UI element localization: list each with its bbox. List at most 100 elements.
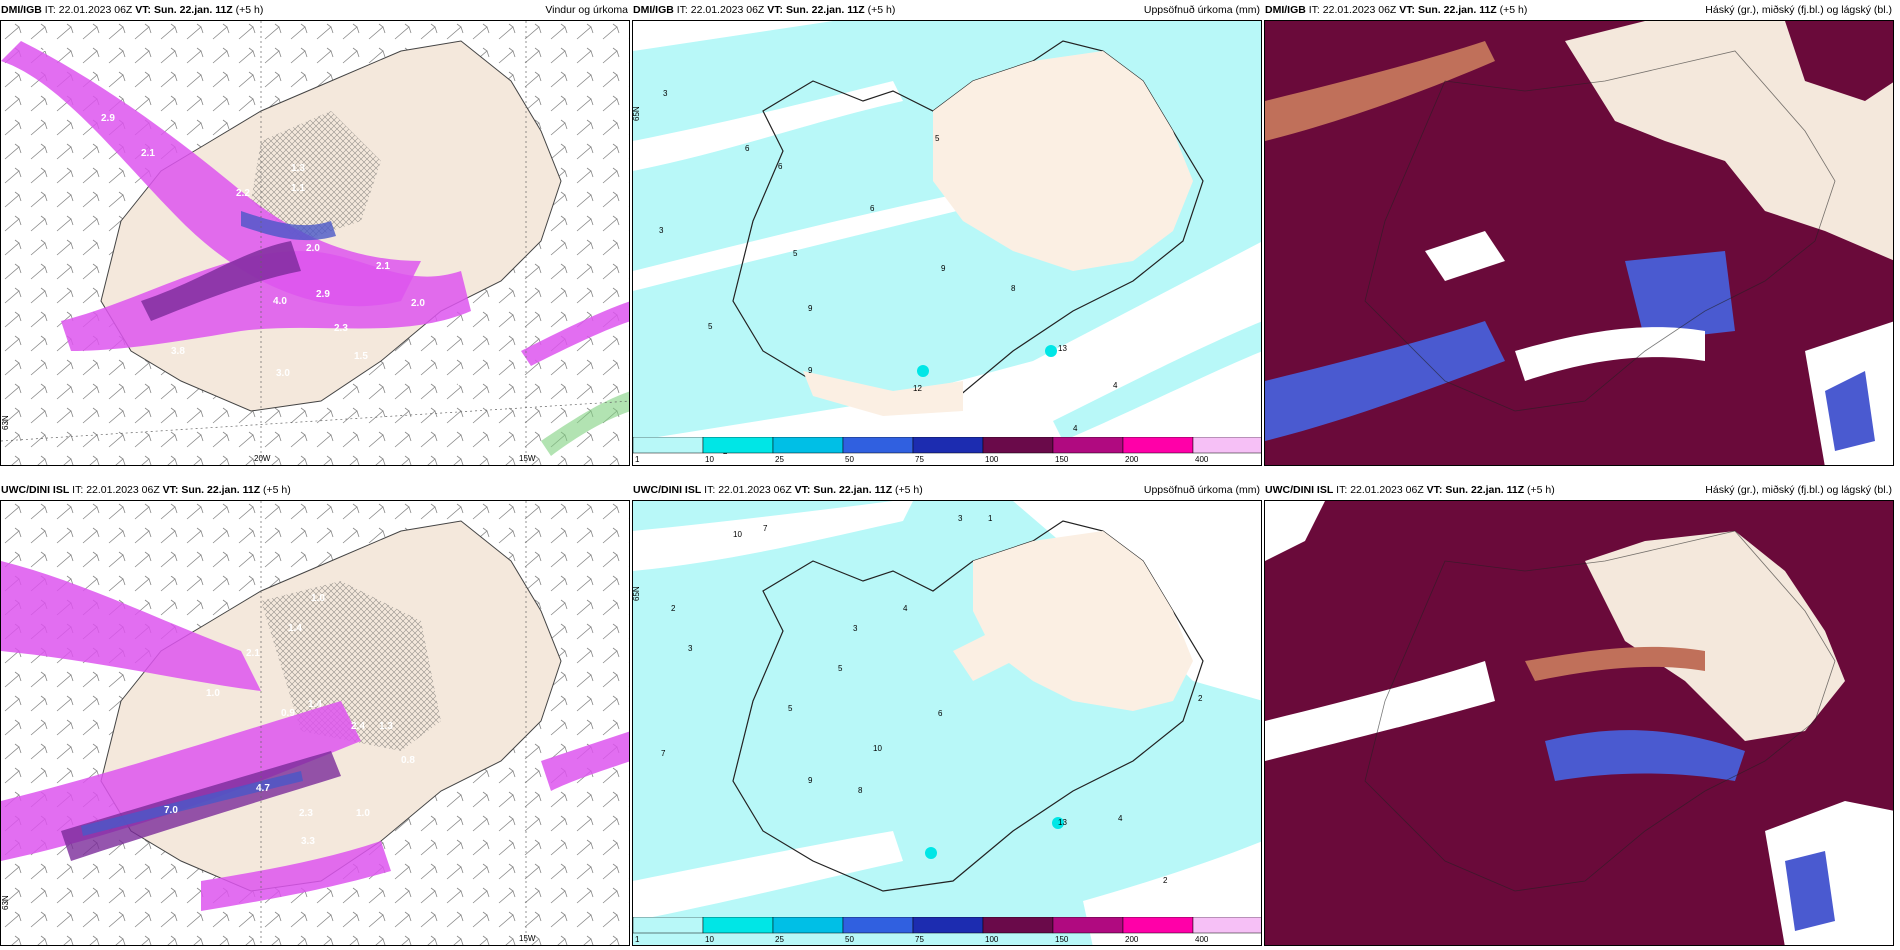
- precip-value: 1.3: [161, 568, 175, 579]
- precip-amount: 5: [708, 322, 713, 331]
- panel-precip-dmi: DMI/IGB IT: 22.01.2023 06Z VT: Sun. 22.j…: [632, 0, 1262, 468]
- colorbar-tick-label: 100: [985, 935, 999, 943]
- precip-amount: 5: [793, 249, 798, 258]
- colorbar-swatch: [982, 917, 1054, 934]
- cloud-cover-map[interactable]: [1264, 20, 1894, 466]
- precip-value: 2.2: [236, 188, 250, 199]
- precip-value: 2.1: [376, 261, 390, 272]
- precip-value: 4.0: [273, 296, 287, 307]
- precip-value: 1.4: [288, 623, 302, 634]
- colorbar-swatch: [633, 437, 704, 454]
- model-name: DMI/IGB: [1265, 4, 1306, 16]
- panel-header: UWC/DINI ISL IT: 22.01.2023 06Z VT: Sun.…: [633, 484, 1260, 496]
- panel-title: Háský (gr.), miðský (fj.bl.) og lágský (…: [1705, 4, 1892, 16]
- colorbar: 1 10 25 50 75 100 150 200 400: [633, 437, 1261, 463]
- precip-amount: 4: [1118, 814, 1123, 823]
- precip-amount: 13: [1058, 818, 1067, 827]
- precip-amount: 9: [808, 366, 813, 375]
- lat-label: 63N: [1, 415, 10, 430]
- init-time: 22.01.2023 06Z: [690, 4, 765, 16]
- precip-value: 2.0: [411, 298, 425, 309]
- panel-header: DMI/IGB IT: 22.01.2023 06Z VT: Sun. 22.j…: [1, 4, 628, 16]
- colorbar-tick-label: 200: [1125, 455, 1139, 463]
- colorbar: 1 10 25 50 75 100 150 200 400: [633, 917, 1261, 943]
- precip-amount: 10: [873, 744, 882, 753]
- panel-header: UWC/DINI ISL IT: 22.01.2023 06Z VT: Sun.…: [1, 484, 291, 496]
- colorbar-swatch: [772, 917, 844, 934]
- precip-value: 1.0: [311, 593, 325, 604]
- precip-value: 2.1: [246, 648, 260, 659]
- colorbar-tick-label: 150: [1055, 935, 1069, 943]
- init-time: 22.01.2023 06Z: [58, 4, 133, 16]
- precip-value: 1.0: [356, 808, 370, 819]
- precip-amount: 3: [688, 644, 693, 653]
- lead-time: (+5 h): [235, 4, 264, 16]
- valid-time: Sun. 22.jan. 11Z: [1417, 4, 1497, 16]
- panel-precip-uwc: UWC/DINI ISL IT: 22.01.2023 06Z VT: Sun.…: [632, 480, 1262, 948]
- precip-value: 1.4: [308, 699, 322, 710]
- precip-value: 1.1: [291, 183, 305, 194]
- colorbar-swatch: [1122, 917, 1194, 934]
- cloud-cover-map[interactable]: [1264, 500, 1894, 946]
- init-time: 22.01.2023 06Z: [718, 484, 792, 496]
- precip-amount: 10: [733, 530, 742, 539]
- colorbar-tick-label: 10: [705, 935, 714, 943]
- precip-amount: 6: [778, 162, 783, 171]
- precip-amount: 2: [1198, 694, 1203, 703]
- lead-time: (+5 h): [263, 484, 291, 496]
- lat-label: 65N: [633, 586, 641, 601]
- init-time: 22.01.2023 06Z: [1350, 484, 1424, 496]
- colorbar-swatch: [912, 437, 984, 454]
- colorbar-tick-label: 200: [1125, 935, 1139, 943]
- lat-label: 65N: [633, 106, 641, 121]
- colorbar-tick-label: 1: [635, 935, 640, 943]
- precip-value: 1.3: [291, 163, 305, 174]
- precip-amount: 9: [808, 776, 813, 785]
- precip-amount: 4: [1113, 381, 1118, 390]
- panel-wind-uwc: UWC/DINI ISL IT: 22.01.2023 06Z VT: Sun.…: [0, 480, 630, 948]
- precip-value: 2.9: [101, 113, 115, 124]
- model-name: DMI/IGB: [1, 4, 42, 16]
- colorbar-tick-label: 50: [845, 935, 854, 943]
- precip-value: 2.1: [141, 148, 155, 159]
- precip-value: 3.0: [276, 368, 290, 379]
- precip-value: 1.3: [379, 721, 393, 732]
- accumulated-precip-map[interactable]: 3 6 6 5 6 3 5 9 9 8 5 9 12 13 4 4 2 65N …: [632, 20, 1262, 466]
- valid-time: Sun. 22.jan. 11Z: [785, 4, 865, 16]
- accumulated-precip-map[interactable]: 10 7 3 1 2 3 4 3 5 6 7 8 10 5 9 2 4 13 2…: [632, 500, 1262, 946]
- precip-amount: 4: [903, 604, 908, 613]
- precip-amount: 8: [1011, 284, 1016, 293]
- precip-value: 7.0: [164, 805, 178, 816]
- lat-label: 63N: [1, 895, 10, 910]
- wind-precip-map[interactable]: 1.0 2.9 2.1 1.3 2.2 1.1 2.0 2.1 4.0 2.9 …: [0, 20, 630, 466]
- colorbar-swatch: [1052, 917, 1124, 934]
- precip-value: 1.5: [354, 351, 368, 362]
- wind-precip-map[interactable]: 1.3 1.0 2.1 1.4 1.0 0.9 1.4 2.4 1.3 0.8 …: [0, 500, 630, 946]
- colorbar-swatch: [982, 437, 1054, 454]
- panel-header: DMI/IGB IT: 22.01.2023 06Z VT: Sun. 22.j…: [1265, 4, 1892, 16]
- precip-value: 0.8: [401, 755, 415, 766]
- valid-time: Sun. 22.jan. 11Z: [181, 484, 261, 496]
- precip-value: 1.0: [41, 43, 55, 54]
- precip-value: 4.7: [256, 783, 270, 794]
- colorbar-tick-label: 400: [1195, 455, 1209, 463]
- colorbar-swatch: [842, 917, 914, 934]
- precip-value: 2.3: [299, 808, 313, 819]
- precip-value: 2.3: [334, 323, 348, 334]
- panel-title: Háský (gr.), miðský (fj.bl.) og lágský (…: [1705, 484, 1892, 496]
- valid-time: Sun. 22.jan. 11Z: [1445, 484, 1525, 496]
- precip-value: 2.9: [316, 289, 330, 300]
- precip-value: 2.0: [306, 243, 320, 254]
- colorbar-swatch: [1052, 437, 1124, 454]
- colorbar-swatch: [912, 917, 984, 934]
- precip-amount: 4: [1073, 424, 1078, 433]
- precip-value: 3.3: [301, 836, 315, 847]
- panel-cloud-dmi: DMI/IGB IT: 22.01.2023 06Z VT: Sun. 22.j…: [1264, 0, 1894, 468]
- precip-amount: 6: [745, 144, 750, 153]
- model-name: DMI/IGB: [633, 4, 674, 16]
- precip-amount: 2: [671, 604, 676, 613]
- panel-header: DMI/IGB IT: 22.01.2023 06Z VT: Sun. 22.j…: [633, 4, 1260, 16]
- panel-title: Uppsöfnuð úrkoma (mm): [1143, 484, 1260, 496]
- lon-label-15w: 15W: [519, 934, 536, 943]
- lon-label-20w: 20W: [254, 454, 271, 463]
